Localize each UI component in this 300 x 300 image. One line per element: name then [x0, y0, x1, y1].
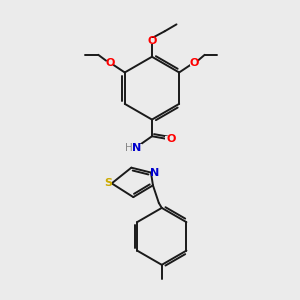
Bar — [165, 136, 172, 142]
Text: S: S — [104, 178, 112, 188]
Text: N: N — [150, 168, 160, 178]
Bar — [106, 59, 113, 66]
Text: O: O — [105, 58, 115, 68]
Text: O: O — [189, 58, 199, 68]
Text: O: O — [167, 134, 176, 144]
Text: N: N — [132, 143, 141, 153]
Bar — [104, 180, 112, 187]
Bar — [129, 144, 142, 152]
Bar — [148, 38, 155, 44]
Text: O: O — [147, 36, 157, 46]
Bar — [190, 59, 197, 66]
Text: H: H — [124, 143, 132, 153]
Bar — [151, 169, 159, 176]
